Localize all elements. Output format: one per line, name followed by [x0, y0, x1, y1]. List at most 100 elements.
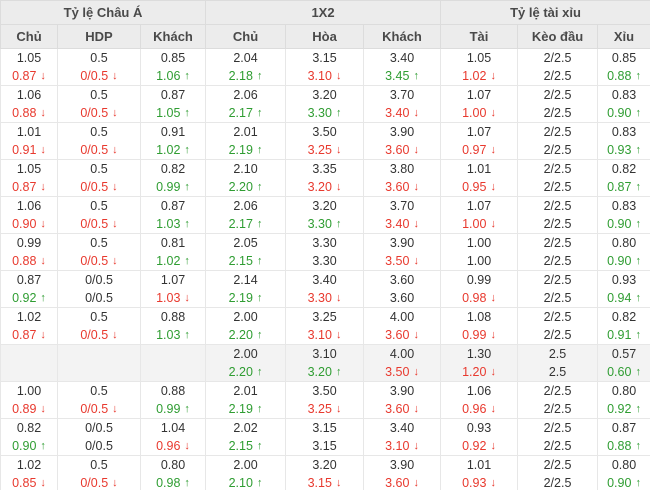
- odds-text: 3.30: [307, 217, 332, 231]
- odds-text: 0.97: [462, 143, 487, 157]
- odds-text: 0.99: [156, 402, 181, 416]
- odds-row[interactable]: 2.00 2.20 ↑ 3.10 3.20 ↑ 4.00 3.50 ↓ 1.30 1.20 ↓ 2.5 2…: [0, 344, 650, 382]
- odds-row[interactable]: 1.06 0.88 ↓ 0.5 0/0.5 ↓ 0.87 1.05 ↑ 2.06 2.17 ↑ 3.20…: [0, 85, 650, 123]
- opening-odds-value: 0.81: [160, 236, 186, 250]
- opening-odds-value: 2/2.5: [543, 51, 572, 65]
- current-odds-value: 0.91 ↑: [598, 326, 650, 344]
- odds-text: 3.15: [312, 439, 337, 453]
- up-arrow-icon: ↑: [635, 402, 641, 415]
- down-arrow-icon: ↓: [112, 217, 118, 230]
- odds-row[interactable]: 1.05 0.87 ↓ 0.5 0/0.5 ↓ 0.82 0.99 ↑ 2.10 2.20 ↑ 3.35…: [0, 159, 650, 197]
- cell-ou-line: 2/2.5 2/2.5: [517, 122, 599, 160]
- current-odds-value: 3.30 ↑: [286, 104, 363, 122]
- current-odds-value: 2.20 ↑: [206, 326, 285, 344]
- odds-text: 0/0.5: [80, 143, 109, 157]
- cell-asian-hdp: 0.5 0/0.5 ↓: [57, 85, 141, 123]
- current-odds-value: 1.03 ↑: [141, 326, 205, 344]
- odds-row[interactable]: 1.06 0.90 ↓ 0.5 0/0.5 ↓ 0.87 1.03 ↑ 2.06 2.17 ↑ 3.20…: [0, 196, 650, 234]
- current-odds-value: 1.03 ↓: [141, 289, 205, 307]
- opening-odds-value: 0.5: [90, 310, 108, 324]
- current-odds-value: 3.40 ↓: [364, 104, 440, 122]
- odds-text: 0.98: [156, 476, 181, 490]
- current-odds-value: 0.90 ↑: [1, 437, 57, 455]
- odds-row[interactable]: 0.87 0.92 ↑ 0/0.5 0/0.5 1.07 1.03 ↓ 2.14 2.19 ↑ 3.4…: [0, 270, 650, 308]
- current-odds-value: 3.15 ↓: [286, 474, 363, 490]
- odds-row[interactable]: 1.02 0.87 ↓ 0.5 0/0.5 ↓ 0.88 1.03 ↑ 2.00 2.20 ↑ 3.25…: [0, 307, 650, 345]
- cell-asian-away: 0.81 1.02 ↑: [139, 233, 207, 271]
- cell-1x2-away: 3.90 3.50 ↓: [363, 233, 442, 271]
- odds-text: 2.19: [228, 291, 253, 305]
- opening-odds-value: 3.90: [389, 125, 415, 139]
- cell-ou-under: 0.80 0.90 ↑: [597, 455, 650, 490]
- odds-text: 3.20: [307, 365, 332, 379]
- opening-odds-value: 2/2.5: [543, 162, 572, 176]
- opening-odds-value: 1.06: [466, 384, 492, 398]
- up-arrow-icon: ↑: [184, 402, 190, 415]
- current-odds-value: 0/0.5 ↓: [58, 252, 140, 270]
- odds-row[interactable]: 1.02 0.85 ↓ 0.5 0/0.5 ↓ 0.80 0.98 ↑ 2.00 2.10 ↑ 3.20…: [0, 455, 650, 490]
- opening-odds-value: 0.82: [16, 421, 42, 435]
- odds-text: 1.00: [462, 106, 487, 120]
- opening-odds-value: 0/0.5: [85, 273, 113, 287]
- opening-odds-value: 0.80: [611, 236, 637, 250]
- odds-row[interactable]: 1.01 0.91 ↓ 0.5 0/0.5 ↓ 0.91 1.02 ↑ 2.01 2.19 ↑ 3.50…: [0, 122, 650, 160]
- odds-text: 0.93: [462, 476, 487, 490]
- opening-odds-value: 0.99: [466, 273, 492, 287]
- cell-1x2-draw: 3.40 3.30 ↓: [285, 270, 365, 308]
- opening-odds-value: 3.20: [312, 458, 337, 472]
- current-odds-value: 3.60 ↓: [364, 400, 440, 418]
- current-odds-value: 0/0.5 ↓: [58, 104, 140, 122]
- current-odds-value: 0.98 ↓: [441, 289, 517, 307]
- cell-ou-line: 2/2.5 2/2.5: [517, 196, 599, 234]
- up-arrow-icon: ↑: [184, 106, 190, 119]
- odds-text: 2.17: [228, 217, 253, 231]
- odds-row[interactable]: 0.99 0.88 ↓ 0.5 0/0.5 ↓ 0.81 1.02 ↑ 2.05 2.15 ↑ 3.30…: [0, 233, 650, 271]
- up-arrow-icon: ↑: [635, 69, 641, 82]
- odds-row[interactable]: 1.05 0.87 ↓ 0.5 0/0.5 ↓ 0.85 1.06 ↑ 2.04 2.18 ↑ 3.15…: [0, 48, 650, 86]
- cell-asian-away: 0.88 1.03 ↑: [139, 307, 207, 345]
- cell-1x2-draw: 3.15 3.15: [285, 418, 365, 456]
- odds-row[interactable]: 0.82 0.90 ↑ 0/0.5 0/0.5 1.04 0.96 ↓ 2.02 2.15 ↑ 3.1…: [0, 418, 650, 456]
- cell-ou-under: 0.93 0.94 ↑: [597, 270, 650, 308]
- opening-odds-value: 0.82: [611, 310, 637, 324]
- cell-ou-over: 1.07 1.00 ↓: [440, 196, 519, 234]
- odds-text: 2/2.5: [543, 439, 572, 453]
- odds-text: 2.20: [228, 328, 253, 342]
- opening-odds-value: 0.88: [160, 310, 186, 324]
- odds-text: 0.87: [12, 328, 37, 342]
- cell-ou-line: 2/2.5 2/2.5: [517, 455, 599, 490]
- odds-text: 2.5: [548, 365, 567, 379]
- opening-odds-value: 0.5: [90, 125, 108, 139]
- up-arrow-icon: ↑: [184, 328, 190, 341]
- down-arrow-icon: ↓: [413, 476, 419, 489]
- column-header-1x2-away: Khách: [363, 24, 442, 49]
- odds-text: 0.90: [607, 476, 632, 490]
- odds-text: 1.02: [156, 143, 181, 157]
- odds-text: 0.88: [607, 69, 632, 83]
- current-odds-value: 0.87 ↓: [1, 178, 57, 196]
- opening-odds-value: 1.30: [466, 347, 492, 361]
- odds-text: 2/2.5: [543, 69, 572, 83]
- down-arrow-icon: ↓: [490, 180, 496, 193]
- cell-ou-under: 0.80 0.90 ↑: [597, 233, 650, 271]
- odds-text: 2.19: [228, 402, 253, 416]
- odds-text: 0/0.5: [80, 69, 109, 83]
- opening-odds-value: 1.04: [160, 421, 186, 435]
- odds-text: 2/2.5: [543, 402, 572, 416]
- opening-odds-value: 0.87: [160, 88, 186, 102]
- odds-text: 0.88: [607, 439, 632, 453]
- cell-asian-home: 1.05 0.87 ↓: [0, 48, 58, 86]
- odds-text: 0.96: [462, 402, 487, 416]
- current-odds-value: 1.00 ↓: [441, 104, 517, 122]
- current-odds-value: 0.94 ↑: [598, 289, 650, 307]
- up-arrow-icon: ↑: [184, 217, 190, 230]
- opening-odds-value: 3.35: [312, 162, 337, 176]
- current-odds-value: 1.02 ↓: [441, 67, 517, 85]
- current-odds-value: 3.50 ↓: [364, 363, 440, 381]
- cell-ou-over: 1.07 0.97 ↓: [440, 122, 519, 160]
- odds-row[interactable]: 1.00 0.89 ↓ 0.5 0/0.5 ↓ 0.88 0.99 ↑ 2.01 2.19 ↑ 3.50…: [0, 381, 650, 419]
- odds-text: 3.10: [307, 69, 332, 83]
- down-arrow-icon: ↓: [40, 476, 46, 489]
- opening-odds-value: 2/2.5: [543, 199, 572, 213]
